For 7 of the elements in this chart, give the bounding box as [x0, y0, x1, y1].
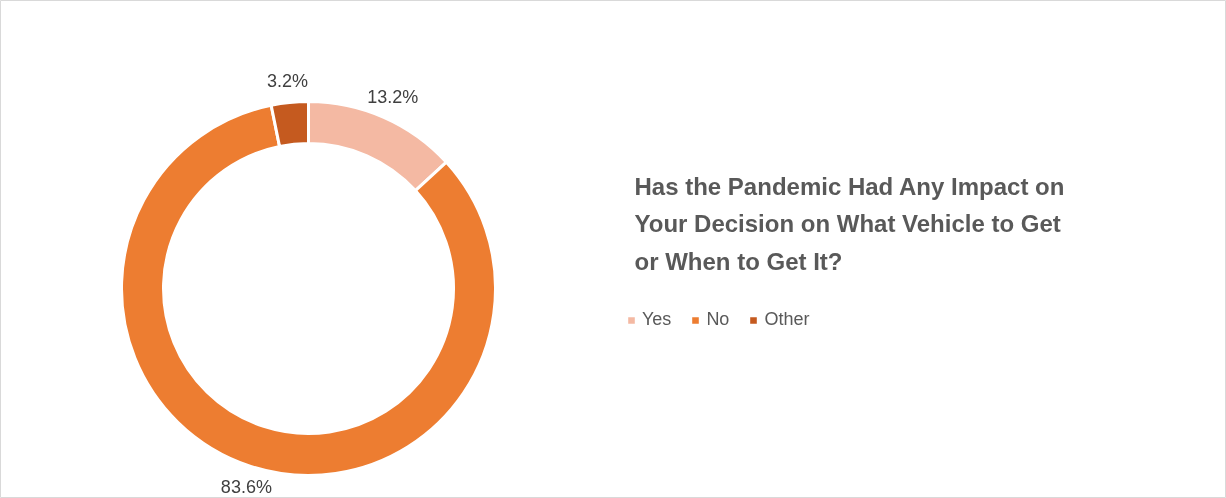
text: Has the Pandemic Had Any Impact on Your Decision on What Vehicle to Get or When to Get It? — [634, 172, 1065, 276]
data-label: 13.2% — [367, 87, 419, 108]
data-label: 3.2% — [267, 70, 309, 91]
legend-label: Other — [764, 309, 810, 330]
legend-label: No — [706, 309, 730, 330]
legend-label: Yes — [642, 309, 672, 330]
data-label: 83.6% — [220, 476, 272, 497]
